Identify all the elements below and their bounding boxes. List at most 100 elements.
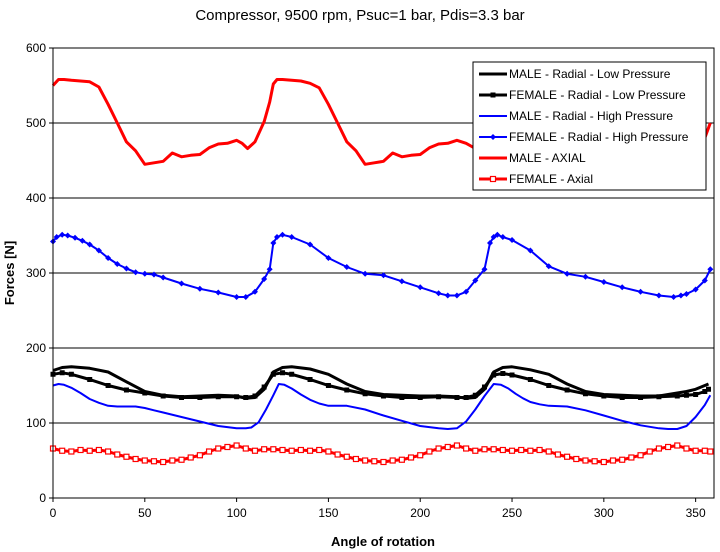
series-3-point-13 bbox=[150, 271, 157, 278]
series-3-point-26 bbox=[288, 234, 295, 240]
series-3-point-53 bbox=[670, 294, 677, 300]
series-1-point-12 bbox=[243, 395, 249, 400]
series-1-point-34 bbox=[546, 383, 552, 388]
legend-label-4: MALE - AXIAL bbox=[509, 151, 586, 165]
series-5-point-18 bbox=[215, 445, 222, 452]
series-3-point-43 bbox=[499, 234, 506, 240]
series-3-point-46 bbox=[545, 263, 552, 270]
series-5-point-4 bbox=[86, 447, 93, 454]
series-3-point-31 bbox=[380, 272, 387, 279]
series-5-point-59 bbox=[591, 458, 598, 465]
x-tick-label-4: 200 bbox=[410, 506, 430, 520]
legend-label-5: FEMALE - Axial bbox=[509, 172, 593, 186]
series-5-point-15 bbox=[187, 454, 194, 461]
series-5-point-42 bbox=[435, 445, 442, 452]
series-1-point-33 bbox=[527, 377, 533, 382]
series-5-point-60 bbox=[600, 458, 607, 466]
series-5-point-63 bbox=[628, 454, 635, 461]
series-3-point-34 bbox=[435, 290, 442, 297]
series-5-point-32 bbox=[343, 453, 350, 460]
series-3-point-1 bbox=[53, 234, 60, 240]
series-1 bbox=[50, 370, 711, 400]
series-5-point-55 bbox=[554, 451, 562, 458]
series-5-point-41 bbox=[426, 448, 433, 455]
x-axis-label: Angle of rotation bbox=[331, 534, 435, 549]
series-5-point-20 bbox=[233, 442, 240, 449]
series-3-point-3 bbox=[64, 232, 71, 239]
series-5-point-66 bbox=[655, 445, 663, 452]
series-1-point-17 bbox=[289, 371, 295, 377]
series-1-point-3 bbox=[87, 377, 93, 382]
series-5-point-39 bbox=[407, 454, 415, 461]
series-1-point-44 bbox=[702, 389, 708, 394]
legend-label-2: MALE - Radial - High Pressure bbox=[509, 109, 673, 123]
series-5-point-27 bbox=[297, 446, 304, 454]
series-1-point-15 bbox=[270, 371, 276, 377]
series-3-point-12 bbox=[141, 270, 148, 277]
y-tick-label-6: 600 bbox=[26, 41, 46, 55]
y-axis-ticks: 0 100 200 300 400 500 600 bbox=[26, 41, 53, 505]
series-5-point-2 bbox=[68, 448, 75, 455]
series-3-point-10 bbox=[123, 265, 130, 272]
series-3-point-45 bbox=[527, 247, 534, 254]
series-5-point-30 bbox=[325, 448, 332, 455]
series-1-point-8 bbox=[179, 395, 185, 400]
series-3-point-35 bbox=[444, 292, 451, 299]
series-3-point-44 bbox=[509, 237, 516, 243]
series-1-point-32 bbox=[509, 372, 515, 378]
series-5-point-34 bbox=[362, 457, 369, 464]
series-5-point-64 bbox=[637, 452, 644, 459]
series-5-point-31 bbox=[334, 451, 341, 458]
series-3-point-54 bbox=[677, 292, 684, 299]
series-1-point-13 bbox=[252, 393, 258, 399]
series-5-point-8 bbox=[123, 453, 130, 460]
series-3-point-29 bbox=[343, 264, 350, 270]
series-5-point-14 bbox=[178, 456, 185, 463]
x-tick-label-7: 350 bbox=[686, 506, 706, 520]
series-3-point-22 bbox=[266, 266, 273, 273]
legend-label-1: FEMALE - Radial - Low Pressure bbox=[509, 88, 686, 102]
series-1-point-36 bbox=[582, 391, 588, 397]
series-5-point-5 bbox=[95, 446, 103, 454]
series-1-point-10 bbox=[215, 394, 221, 400]
legend-marker-1 bbox=[490, 92, 496, 98]
series-5-point-16 bbox=[196, 452, 203, 459]
series-5-point-58 bbox=[582, 457, 589, 464]
series-5-point-40 bbox=[417, 452, 424, 459]
series-5-point-53 bbox=[536, 446, 543, 454]
y-tick-label-3: 300 bbox=[26, 266, 46, 280]
legend: MALE - Radial - Low Pressure FEMALE - Rad… bbox=[472, 61, 707, 191]
series-1-point-40 bbox=[656, 394, 662, 400]
series-1-point-39 bbox=[638, 395, 644, 400]
series-5-point-61 bbox=[609, 457, 617, 464]
series-3-point-6 bbox=[86, 241, 93, 248]
series-3-point-20 bbox=[251, 288, 258, 295]
series-1-point-26 bbox=[454, 395, 460, 400]
series-5-point-69 bbox=[683, 445, 690, 452]
series-3-point-51 bbox=[637, 288, 644, 295]
series-1-point-37 bbox=[601, 393, 607, 399]
series-3-point-47 bbox=[564, 270, 571, 277]
series-line-3 bbox=[52, 233, 712, 298]
series-1-point-45 bbox=[705, 386, 711, 392]
series-5-point-3 bbox=[77, 446, 84, 454]
series-3-point-30 bbox=[362, 270, 369, 277]
y-tick-label-0: 0 bbox=[39, 491, 46, 505]
y-tick-label-5: 500 bbox=[26, 116, 46, 130]
legend-box bbox=[472, 61, 707, 191]
series-3-point-17 bbox=[215, 289, 222, 296]
series-5-point-48 bbox=[490, 446, 497, 453]
series-5-point-13 bbox=[169, 457, 176, 464]
series-1-point-6 bbox=[142, 390, 148, 396]
series-5-point-52 bbox=[527, 447, 534, 454]
series-5-point-50 bbox=[508, 447, 516, 454]
series-1-point-4 bbox=[105, 383, 111, 388]
series-1-point-16 bbox=[280, 370, 286, 376]
y-axis-label: Forces [N] bbox=[2, 241, 17, 305]
series-5-point-44 bbox=[453, 442, 461, 449]
series-3-point-36 bbox=[453, 292, 460, 299]
series-5-point-19 bbox=[224, 443, 231, 451]
series-3-point-39 bbox=[481, 266, 488, 273]
y-tick-label-1: 100 bbox=[26, 416, 46, 430]
